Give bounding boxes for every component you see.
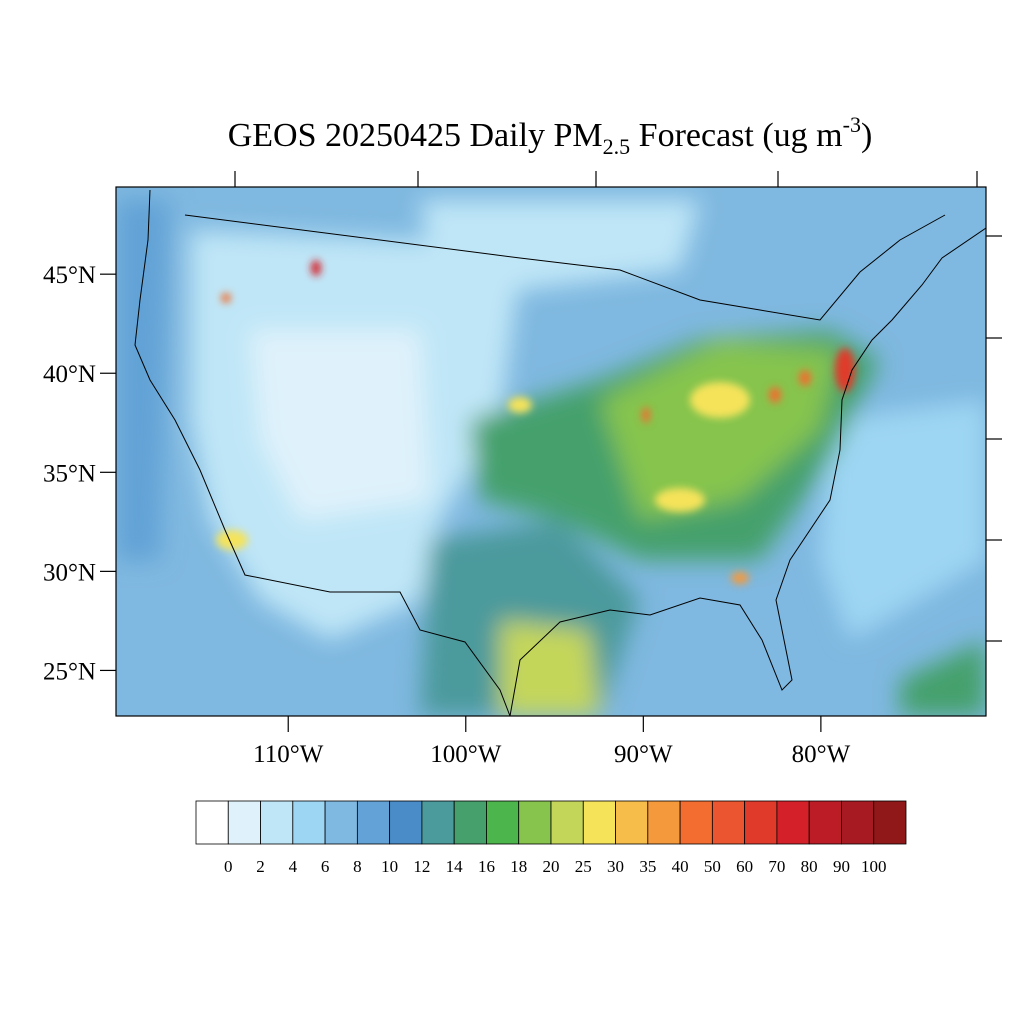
lat-label: 45°N [43, 262, 96, 289]
title-end: ) [861, 117, 872, 154]
colorbar-label: 14 [446, 857, 464, 876]
title-mid: Forecast (ug m [630, 117, 842, 154]
colorbar-label: 8 [353, 857, 362, 876]
decor-ticks [234, 171, 1002, 642]
lat-label: 30°N [43, 559, 96, 586]
lon-label: 80°W [792, 741, 851, 768]
title-sub: 2.5 [603, 134, 631, 159]
colorbar-label: 50 [704, 857, 721, 876]
map-frame [115, 186, 987, 717]
colorbar-box [679, 800, 713, 845]
colorbar-label: 30 [607, 857, 624, 876]
colorbar-box [744, 800, 778, 845]
colorbar-box [389, 800, 423, 845]
colorbar-label: 60 [736, 857, 753, 876]
lon-label: 100°W [430, 741, 501, 768]
colorbar-box [808, 800, 842, 845]
lat-label: 40°N [43, 361, 96, 388]
colorbar-box [324, 800, 358, 845]
colorbar-box [486, 800, 520, 845]
colorbar-box [776, 800, 810, 845]
colorbar-box [195, 800, 229, 845]
colorbar-box [841, 800, 875, 845]
lat-label: 25°N [43, 658, 96, 685]
colorbar-label: 2 [256, 857, 265, 876]
colorbar-box [518, 800, 552, 845]
colorbar-label: 40 [672, 857, 689, 876]
colorbar-box [647, 800, 681, 845]
colorbar-box [453, 800, 487, 845]
colorbar-label: 80 [801, 857, 818, 876]
title-sup: -3 [843, 112, 861, 137]
colorbar-box [421, 800, 455, 845]
colorbar-box [356, 800, 391, 845]
colorbar-box [260, 800, 294, 845]
colorbar-label: 35 [639, 857, 656, 876]
colorbar-box [227, 800, 261, 845]
lon-label: 110°W [253, 741, 324, 768]
colorbar-box [615, 800, 649, 845]
colorbar-label: 12 [413, 857, 430, 876]
colorbar-label: 18 [510, 857, 527, 876]
title-main: GEOS 20250425 Daily PM [228, 117, 603, 154]
colorbar-label: 25 [575, 857, 592, 876]
colorbar-label: 16 [478, 857, 495, 876]
colorbar-label: 20 [543, 857, 560, 876]
colorbar-box [582, 800, 616, 845]
title: GEOS 20250425 Daily PM2.5 Forecast (ug m… [228, 112, 873, 159]
colorbar-label: 90 [833, 857, 850, 876]
colorbar-label: 70 [768, 857, 785, 876]
map-field [116, 187, 986, 716]
colorbar-box [550, 800, 584, 845]
colorbar-label: 6 [321, 857, 330, 876]
colorbar-label: 4 [289, 857, 298, 876]
colorbar-label: 10 [381, 857, 398, 876]
colorbar-box [873, 800, 907, 845]
colorbar-label: 0 [224, 857, 233, 876]
lat-label: 35°N [43, 460, 96, 487]
colorbar-label: 100 [861, 857, 887, 876]
colorbar-box [711, 800, 746, 845]
lon-label: 90°W [614, 741, 673, 768]
colorbar-box [292, 800, 326, 845]
